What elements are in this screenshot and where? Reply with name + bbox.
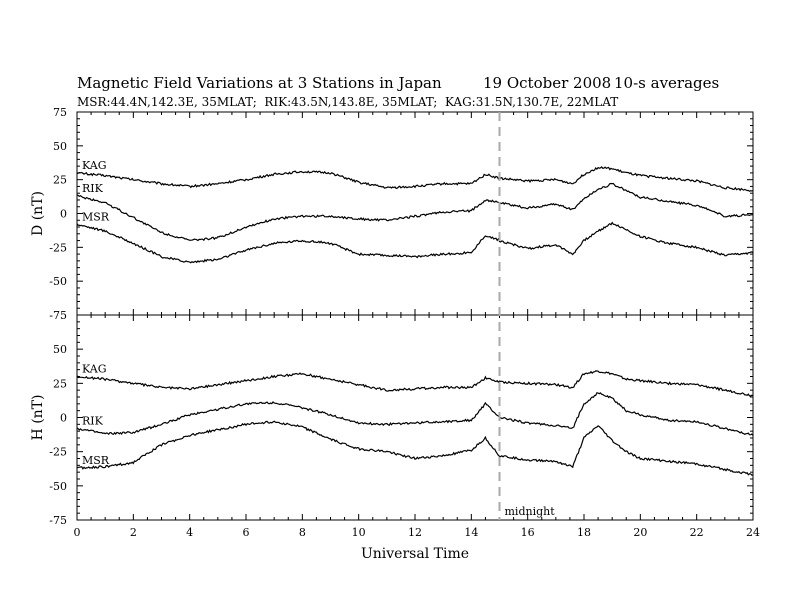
y-tick-label: 25 — [53, 174, 67, 187]
y-tick-label: -50 — [49, 480, 67, 493]
y-axis-label: H (nT) — [30, 395, 46, 441]
x-tick-label: 4 — [186, 526, 193, 539]
x-tick-label: 22 — [690, 526, 704, 539]
x-tick-label: 10 — [352, 526, 366, 539]
chart-averaging: 10-s averages — [614, 74, 719, 92]
x-tick-label: 12 — [408, 526, 422, 539]
x-tick-label: 24 — [746, 526, 760, 539]
chart-subtitle: MSR:44.4N,142.3E, 35MLAT; RIK:43.5N,143.… — [77, 95, 618, 109]
series-line-kag — [76, 370, 754, 397]
x-tick-label: 2 — [130, 526, 137, 539]
x-tick-label: 18 — [577, 526, 591, 539]
series-label-msr: MSR — [82, 210, 110, 223]
series-label-msr: MSR — [82, 454, 110, 467]
y-tick-label: 0 — [60, 412, 67, 425]
series-line-rik — [76, 392, 754, 436]
plot-frame — [76, 111, 754, 316]
x-axis-label: Universal Time — [361, 546, 469, 562]
series-label-kag: KAG — [82, 363, 107, 376]
series-label-rik: RIK — [82, 414, 104, 427]
series-line-msr — [76, 221, 754, 264]
y-tick-label: 75 — [53, 106, 67, 119]
series-line-msr — [76, 420, 754, 476]
midnight-label: midnight — [505, 505, 556, 518]
series-line-rik — [76, 182, 754, 242]
x-tick-label: 8 — [299, 526, 306, 539]
y-tick-label: 50 — [53, 343, 67, 356]
x-tick-label: 14 — [464, 526, 478, 539]
y-tick-label: -75 — [49, 514, 67, 527]
panel-top: -75 -50 -25 0 25 50 75 D (nT) KAG RIK MSR — [30, 106, 754, 322]
panels: -75 -50 -25 0 25 50 75 D (nT) KAG RIK MSR -75 -50 -25… — [30, 106, 760, 562]
chart-date: 19 October 2008 — [483, 74, 611, 92]
chart-title: Magnetic Field Variations at 3 Stations … — [77, 74, 442, 92]
y-tick-label: -75 — [49, 309, 67, 322]
series-label-kag: KAG — [82, 159, 107, 172]
y-tick-label: 0 — [60, 208, 67, 221]
y-tick-label: 50 — [53, 140, 67, 153]
series-label-rik: RIK — [82, 182, 104, 195]
y-tick-label: -50 — [49, 275, 67, 288]
y-axis-label: D (nT) — [30, 191, 46, 236]
y-tick-label: -25 — [49, 241, 67, 254]
x-tick-label: 20 — [633, 526, 647, 539]
y-tick-label: -25 — [49, 446, 67, 459]
y-tick-label: 25 — [53, 377, 67, 390]
x-tick-label: 6 — [243, 526, 250, 539]
x-tick-label: 0 — [74, 526, 81, 539]
series-line-kag — [76, 166, 754, 192]
x-tick-label: 16 — [521, 526, 535, 539]
